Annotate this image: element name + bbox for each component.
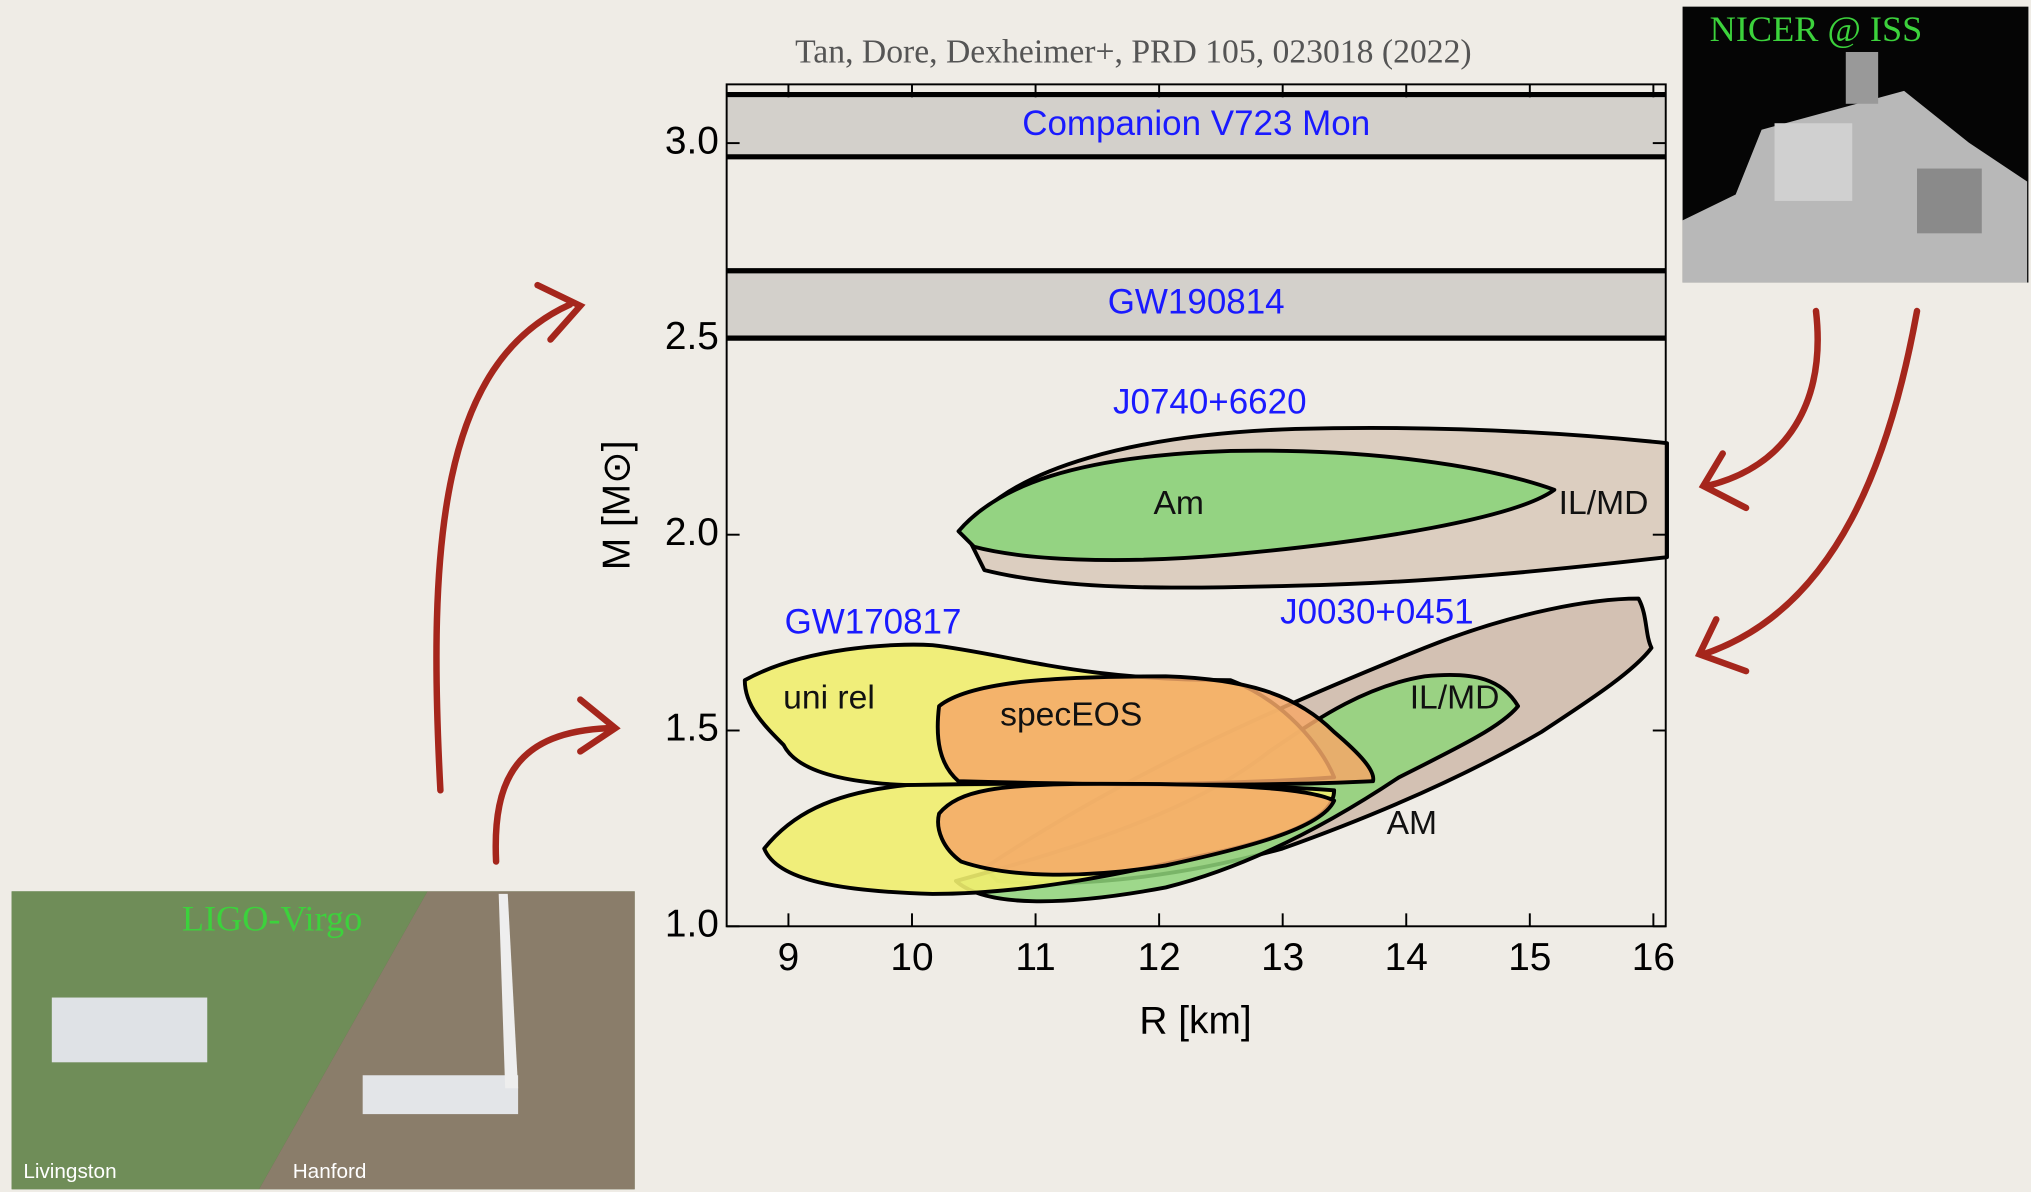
photo-label: Hanford <box>293 1160 367 1183</box>
contour <box>935 674 1376 787</box>
annotation: Am <box>1153 485 1203 522</box>
citation: Tan, Dore, Dexheimer+, PRD 105, 023018 (… <box>795 33 1472 70</box>
band <box>726 270 1666 339</box>
nicer-photo: NICER @ ISS <box>1682 6 2029 283</box>
annotation: AM <box>1387 805 1437 842</box>
arrows <box>433 281 1921 865</box>
band-label: Companion V723 Mon <box>1022 104 1370 143</box>
x-axis-label: R [km] <box>1139 1000 1251 1043</box>
y-tick-label: 2.5 <box>665 315 719 358</box>
annotation: J0030+0451 <box>1280 592 1474 631</box>
annotation: IL/MD <box>1410 680 1500 717</box>
annotation: specEOS <box>1000 696 1142 733</box>
x-tick-label: 13 <box>1261 936 1304 979</box>
y-tick-label: 2.0 <box>665 511 719 554</box>
annotation: IL/MD <box>1559 485 1649 522</box>
contours <box>742 426 1669 904</box>
contour <box>956 448 1557 562</box>
annotation: GW170817 <box>785 603 962 642</box>
y-tick-label: 1.0 <box>665 903 719 946</box>
photo-label: Livingston <box>23 1160 116 1183</box>
y-tick-label: 3.0 <box>665 119 719 162</box>
band-label: GW190814 <box>1108 283 1285 322</box>
annotation: uni rel <box>783 680 875 717</box>
x-tick-label: 10 <box>890 936 933 979</box>
contour <box>936 781 1337 877</box>
annotation: J0740+6620 <box>1113 383 1307 422</box>
x-tick-label: 11 <box>1015 936 1055 979</box>
x-tick-label: 14 <box>1385 936 1428 979</box>
x-tick-label: 9 <box>778 936 800 979</box>
x-tick-label: 16 <box>1632 936 1675 979</box>
marks: Companion V723 Mon GW190814 9 10 11 12 13 14 15 1… <box>665 83 1675 979</box>
photo-label: NICER @ ISS <box>1710 9 1923 49</box>
ligo-photo: LIGO-Virgo Livingston Hanford <box>11 891 635 1190</box>
y-axis-label: M [M⊙] <box>595 441 638 571</box>
photo-label: LIGO-Virgo <box>182 899 362 939</box>
x-tick-label: 12 <box>1138 936 1181 979</box>
plot-frame <box>725 83 1667 928</box>
band <box>726 94 1666 157</box>
y-tick-label: 1.5 <box>665 707 719 750</box>
x-tick-label: 15 <box>1508 936 1551 979</box>
